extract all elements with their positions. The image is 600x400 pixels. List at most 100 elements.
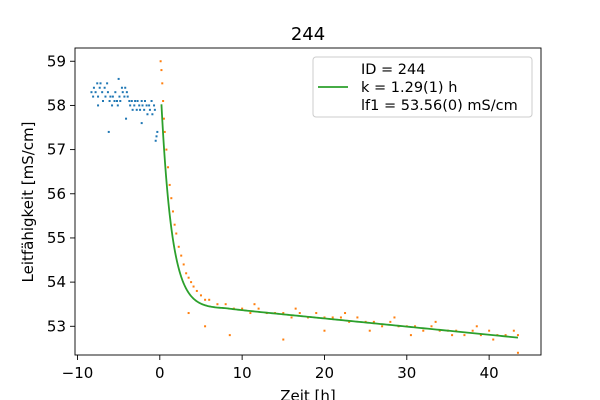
- post-point: [257, 307, 260, 310]
- pre-point: [120, 86, 123, 89]
- y-axis: 53 54 55 56 57 58 59: [47, 52, 75, 335]
- pre-point: [125, 91, 128, 94]
- pre-point: [108, 100, 111, 103]
- post-point: [298, 312, 301, 315]
- post-point: [323, 316, 326, 319]
- pre-point: [131, 108, 134, 111]
- pre-point: [154, 139, 157, 142]
- pre-point: [96, 82, 99, 85]
- post-point: [177, 245, 180, 248]
- pre-point: [125, 117, 128, 120]
- plot-frame: [74, 47, 542, 356]
- post-point: [339, 316, 342, 319]
- post-point: [185, 272, 188, 275]
- pre-point: [133, 104, 136, 107]
- post-point: [171, 210, 174, 213]
- post-point: [253, 303, 256, 306]
- post-point: [187, 312, 190, 315]
- pre-point: [150, 100, 153, 103]
- post-point: [414, 325, 417, 328]
- post-point: [492, 338, 495, 341]
- pre-point: [90, 91, 93, 94]
- post-point: [323, 329, 326, 332]
- x-tick-label: 0: [155, 364, 165, 382]
- post-point: [162, 117, 165, 120]
- pre-point: [117, 77, 120, 80]
- post-point: [331, 316, 334, 319]
- pre-point: [97, 95, 100, 98]
- post-point: [504, 334, 507, 337]
- pre-point: [140, 122, 143, 125]
- post-point: [372, 320, 375, 323]
- post-point: [190, 281, 193, 284]
- post-point: [187, 276, 190, 279]
- pre-point: [113, 100, 116, 103]
- pre-point: [140, 100, 143, 103]
- pre-point: [103, 86, 106, 89]
- pre-point: [156, 130, 159, 133]
- pre-point: [98, 86, 101, 89]
- post-point: [315, 312, 318, 315]
- post-point: [409, 334, 412, 337]
- legend-entry-lf1: lf1 = 53.56(0) mS/cm: [361, 98, 518, 114]
- pre-point: [146, 113, 149, 116]
- pre-point: [143, 100, 146, 103]
- pre-point: [111, 104, 114, 107]
- post-point: [344, 312, 347, 315]
- post-point: [160, 69, 163, 72]
- post-point: [159, 60, 162, 63]
- post-point: [175, 232, 178, 235]
- post-point: [368, 329, 371, 332]
- pre-point: [97, 104, 100, 107]
- post-point: [463, 334, 466, 337]
- legend-box: [312, 56, 533, 118]
- post-point: [204, 325, 207, 328]
- post-point: [389, 320, 392, 323]
- pre-point: [139, 108, 142, 111]
- legend-entry-id: ID = 244: [361, 62, 426, 78]
- x-axis: −10 0 10 20 30 40: [62, 355, 499, 382]
- x-tick-label: 40: [480, 364, 499, 382]
- legend: ID = 244 k = 1.29(1) h lf1 = 53.56(0) mS…: [312, 56, 533, 118]
- pre-point: [151, 113, 154, 116]
- post-point: [195, 289, 198, 292]
- pre-point: [109, 95, 112, 98]
- pre-point: [121, 91, 124, 94]
- pre-point: [129, 104, 132, 107]
- pre-point: [114, 91, 117, 94]
- pre-point: [136, 100, 139, 103]
- post-point: [516, 334, 519, 337]
- post-point: [165, 148, 168, 151]
- post-point: [282, 338, 285, 341]
- pre-point: [153, 104, 156, 107]
- y-tick-label: 59: [47, 52, 66, 70]
- pre-point: [92, 95, 95, 98]
- pre-point: [106, 91, 109, 94]
- chart-title: 244: [291, 24, 325, 45]
- pre-point: [143, 108, 146, 111]
- post-point: [168, 183, 171, 186]
- fit-layer: [160, 104, 519, 339]
- x-tick-label: 20: [315, 364, 334, 382]
- post-point: [475, 325, 478, 328]
- pre-point: [134, 100, 137, 103]
- pre-point: [138, 104, 141, 107]
- pre-point: [130, 100, 133, 103]
- fit-curve: [160, 104, 519, 339]
- x-tick-label: −10: [62, 364, 94, 382]
- y-axis-label: Leitfähigkeit [mS/cm]: [19, 122, 37, 283]
- pre-point: [101, 91, 104, 94]
- pre-point: [92, 86, 95, 89]
- post-point: [199, 294, 202, 297]
- post-point: [282, 312, 285, 315]
- pre-point: [145, 104, 148, 107]
- pre-point: [107, 130, 110, 133]
- y-tick-label: 54: [47, 273, 66, 291]
- post-point: [167, 166, 170, 169]
- pre-point: [141, 104, 144, 107]
- pre-point: [123, 95, 126, 98]
- y-tick-label: 57: [47, 141, 66, 159]
- post-point: [479, 334, 482, 337]
- y-tick-label: 53: [47, 317, 66, 335]
- post-point: [451, 334, 454, 337]
